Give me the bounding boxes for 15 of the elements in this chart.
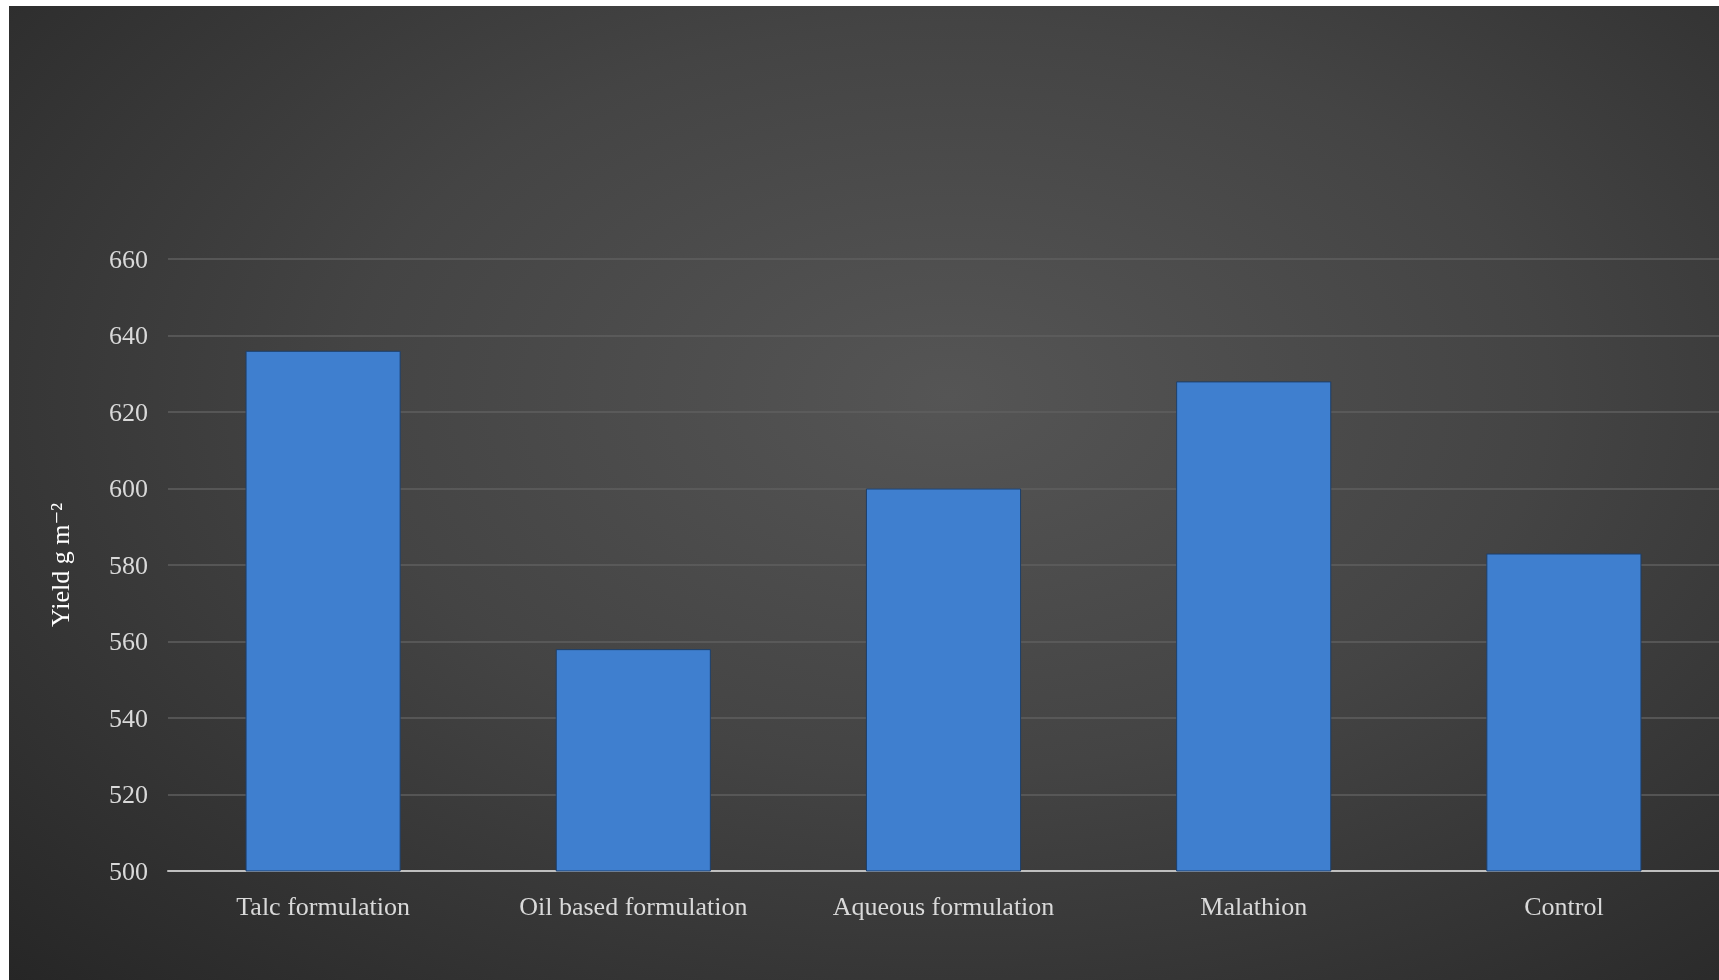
- x-tick-label: Talc formulation: [236, 891, 410, 921]
- y-tick-label: 560: [109, 627, 148, 656]
- y-tick-label: 580: [109, 550, 148, 580]
- y-tick-label: 540: [109, 703, 148, 733]
- x-tick-label: Malathion: [1200, 891, 1308, 921]
- y-tick-label: 600: [109, 474, 148, 503]
- y-tick-label: 620: [109, 397, 148, 427]
- x-tick-label: Control: [1524, 891, 1604, 921]
- y-tick-label: 660: [109, 244, 148, 274]
- y-axis-title: Yield g m⁻²: [45, 502, 75, 628]
- y-tick-label: 640: [109, 321, 148, 350]
- x-tick-label: Oil based formulation: [519, 891, 748, 921]
- y-tick-label: 520: [109, 780, 148, 809]
- x-tick-label: Aqueous formulation: [832, 891, 1055, 921]
- y-tick-label: 500: [109, 856, 148, 886]
